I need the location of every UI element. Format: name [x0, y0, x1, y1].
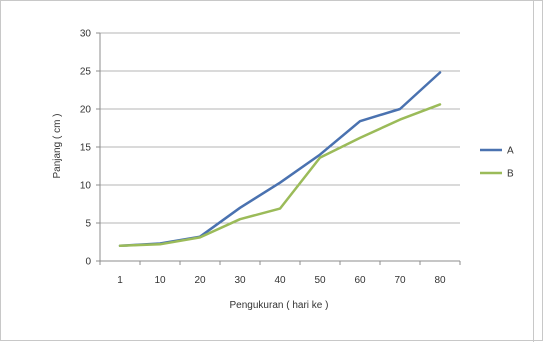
legend-label-b: B — [507, 169, 514, 180]
y-axis-title: Panjang ( cm ) — [52, 113, 63, 178]
series-line-a — [118, 71, 442, 248]
y-tick-label: 25 — [80, 67, 92, 78]
legend-label-a: A — [507, 146, 514, 157]
x-tick-label: 1 — [117, 275, 123, 286]
y-tick-label: 15 — [80, 143, 92, 154]
x-tick-label: 70 — [394, 275, 406, 286]
x-tick-label: 40 — [274, 275, 286, 286]
x-tick-label: 10 — [154, 275, 166, 286]
y-tick-label: 20 — [80, 105, 92, 116]
x-tick-label: 30 — [234, 275, 246, 286]
x-tick-label: 80 — [434, 275, 446, 286]
y-tick-label: 5 — [85, 219, 91, 230]
y-tick-label: 10 — [80, 181, 92, 192]
x-tick-label: 20 — [194, 275, 206, 286]
series-line-b — [118, 103, 442, 248]
y-tick-label: 30 — [80, 29, 92, 40]
x-tick-label: 50 — [314, 275, 326, 286]
x-axis: 1 10 20 30 40 50 60 70 80 — [99, 261, 461, 286]
x-axis-title: Pengukuran ( hari ke ) — [230, 300, 329, 311]
y-tick-label: 0 — [85, 257, 91, 268]
y-axis: 0 5 10 15 20 25 30 — [80, 29, 101, 268]
legend: AB — [480, 146, 514, 180]
gridlines — [100, 32, 460, 262]
x-tick-label: 60 — [354, 275, 366, 286]
series-lines — [118, 71, 442, 248]
